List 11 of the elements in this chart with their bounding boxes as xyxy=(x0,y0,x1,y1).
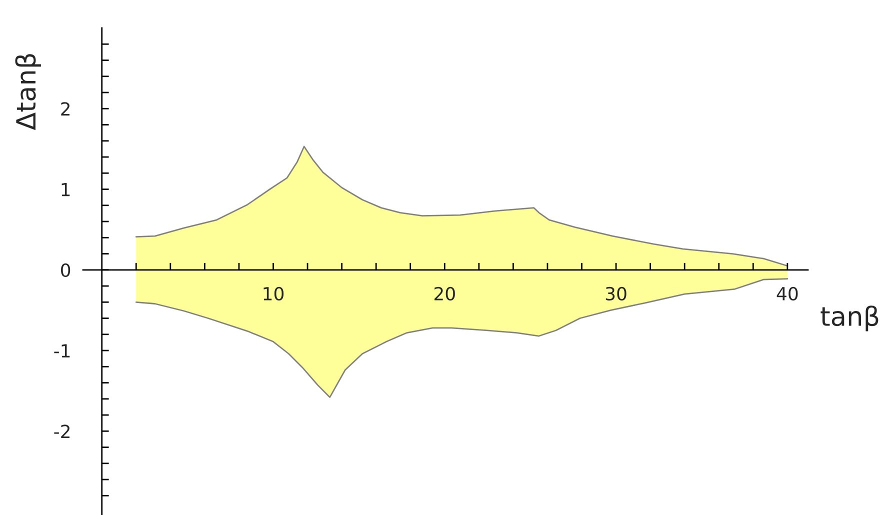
y-tick-label: -2 xyxy=(54,424,70,438)
y-axis-title: Δtanβ xyxy=(15,54,41,130)
y-tick-label: 0 xyxy=(61,263,70,278)
y-tick-label: 1 xyxy=(62,182,70,196)
x-axis-title: tanβ xyxy=(820,306,878,332)
x-tick-label: 10 xyxy=(264,286,284,301)
x-tick-label: 40 xyxy=(776,286,798,301)
y-tick-label: -1 xyxy=(54,344,70,358)
y-tick-label: 2 xyxy=(61,102,70,116)
x-tick-label: 30 xyxy=(606,286,626,301)
x-tick-label: 20 xyxy=(434,286,455,301)
